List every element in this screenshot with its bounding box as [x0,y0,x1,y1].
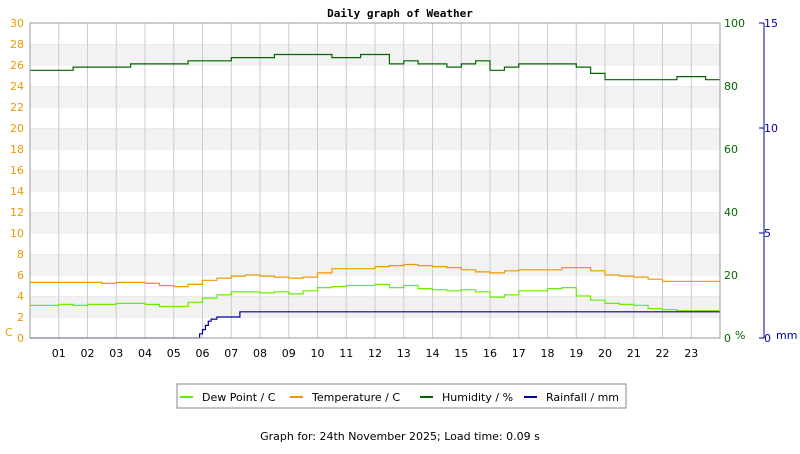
left-axis-tick-label: 30 [10,17,24,30]
legend-box [176,383,627,409]
x-axis-tick-label: 06 [196,347,210,360]
x-axis-ticks: 01 02 03 04 05 06 07 08 09 10 11 12 13 14 15 16 17 18 19 20… [52,347,699,360]
x-axis-tick-label: 13 [397,347,411,360]
left-axis-tick-label: 6 [17,269,24,282]
humidity-axis-tick-label: 40 [724,206,738,219]
rain-axis-tick-label: 10 [764,122,778,135]
series-line-dew-point [30,283,720,312]
humidity-axis-tick-label: 20 [724,269,738,282]
x-axis-tick-label: 04 [138,347,152,360]
x-axis-tick-label: 07 [224,347,238,360]
left-axis-tick-label: 0 [17,332,24,345]
left-axis-tick-label: 20 [10,122,24,135]
x-axis-tick-label: 11 [339,347,353,360]
x-axis-tick-label: 18 [541,347,555,360]
left-axis-tick-label: 18 [10,143,24,156]
left-axis-tick-label: 12 [10,206,24,219]
rain-axis-tick-label: 15 [764,17,778,30]
left-axis-tick-label: 4 [17,290,24,303]
rain-axis-ticks: 0 5 10 15 [759,17,778,345]
left-axis-tick-label: 8 [17,248,24,261]
humidity-axis-tick-label: 100 [724,17,745,30]
left-axis-tick-label: 10 [10,227,24,240]
x-axis-tick-label: 15 [454,347,468,360]
x-axis-tick-label: 21 [627,347,641,360]
footer-status: Graph for: 24th November 2025; Load time… [260,430,540,443]
series-line-temperature [30,263,721,288]
rain-axis-tick-label: 0 [764,332,771,345]
x-axis-tick-label: 05 [167,347,181,360]
left-axis-tick-label: 26 [10,59,24,72]
x-axis-tick-label: 22 [656,347,670,360]
humidity-axis-unit: % [735,329,745,342]
x-axis-tick-label: 19 [569,347,583,360]
left-axis-tick-label: 24 [10,80,24,93]
left-axis-tick-label: 22 [10,101,24,114]
rain-axis-tick-label: 5 [764,227,771,240]
humidity-axis-tick-label: 0 [724,332,731,345]
x-axis-tick-label: 20 [598,347,612,360]
x-axis-tick-label: 17 [512,347,526,360]
humidity-axis-tick-label: 60 [724,143,738,156]
x-axis-tick-label: 16 [483,347,497,360]
left-axis-tick-label: 2 [17,311,24,324]
left-axis-tick-label: 28 [10,38,24,51]
rain-axis-unit: mm [776,329,797,342]
x-axis-tick-label: 09 [282,347,296,360]
x-axis-tick-label: 01 [52,347,66,360]
x-axis-tick-label: 10 [311,347,325,360]
left-axis-tick-label: 16 [10,164,24,177]
x-axis-tick-label: 23 [684,347,698,360]
x-axis-tick-label: 14 [426,347,440,360]
series-line-humidity [30,53,720,81]
plot-frame [29,22,721,339]
humidity-axis-ticks: 0 20 40 60 80 100 [724,17,745,345]
legend-label: Humidity / % [442,391,513,404]
x-axis-tick-label: 02 [81,347,95,360]
legend-label: Rainfall / mm [546,391,619,404]
chart-title: Daily graph of Weather [327,7,473,20]
humidity-axis-tick-label: 80 [724,80,738,93]
x-axis-tick-label: 08 [253,347,267,360]
legend-label: Dew Point / C [202,391,276,404]
legend: Dew Point / C Temperature / C Humidity / %… [180,391,619,404]
legend-label: Temperature / C [311,391,400,404]
left-axis-unit: C [5,326,13,339]
x-axis-tick-label: 12 [368,347,382,360]
x-axis-tick-label: 03 [109,347,123,360]
left-axis-tick-label: 14 [10,185,24,198]
